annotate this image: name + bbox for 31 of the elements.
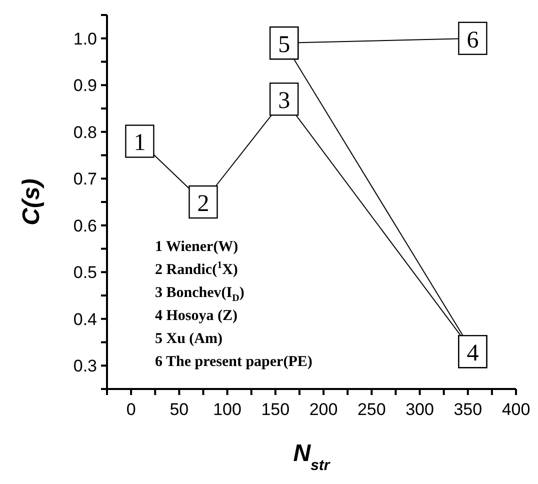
- x-tick-label: 350: [454, 400, 482, 420]
- annotation: 1 Wiener(W): [155, 238, 240, 257]
- x-tick-label: 400: [502, 400, 530, 420]
- annotation: 5 Xu (Am): [155, 330, 224, 349]
- annotation: 4: [466, 340, 479, 367]
- annotation: 6 The present paper(PE): [155, 353, 312, 372]
- y-axis-title: C(s): [18, 178, 45, 226]
- annotation: 4 Hosoya (Z): [155, 307, 238, 326]
- y-tick-label: 0.4: [73, 310, 97, 329]
- x-tick-label: 0: [126, 400, 136, 420]
- annotation: 6: [466, 27, 479, 54]
- y-tick-label: 0.5: [73, 263, 97, 282]
- x-tick-label: 100: [213, 400, 242, 420]
- annotation: 2: [197, 191, 210, 217]
- x-tick-label: 250: [357, 400, 386, 420]
- x-tick-label: 200: [309, 400, 338, 420]
- x-tick-label: 50: [170, 400, 189, 420]
- y-tick-label: 0.7: [73, 170, 97, 189]
- x-tick-label: 150: [261, 400, 290, 420]
- x-axis-title: N$_{str}$: [293, 440, 331, 474]
- x-tick-label: 300: [406, 400, 434, 420]
- annotation: 1: [134, 130, 146, 156]
- y-tick-label: 0.3: [73, 356, 97, 376]
- y-tick-label: 0.9: [73, 76, 97, 96]
- annotation: 2 Randic($^{1}$X): [155, 259, 239, 280]
- y-tick-label: 0.6: [73, 216, 97, 236]
- y-tick-label: 1.0: [73, 29, 97, 48]
- y-tick-label: 0.8: [73, 122, 97, 142]
- annotation: 3: [278, 88, 290, 114]
- annotation: 3 Bonchev(I$_{D}$): [155, 284, 246, 305]
- annotation: 5: [278, 32, 290, 58]
